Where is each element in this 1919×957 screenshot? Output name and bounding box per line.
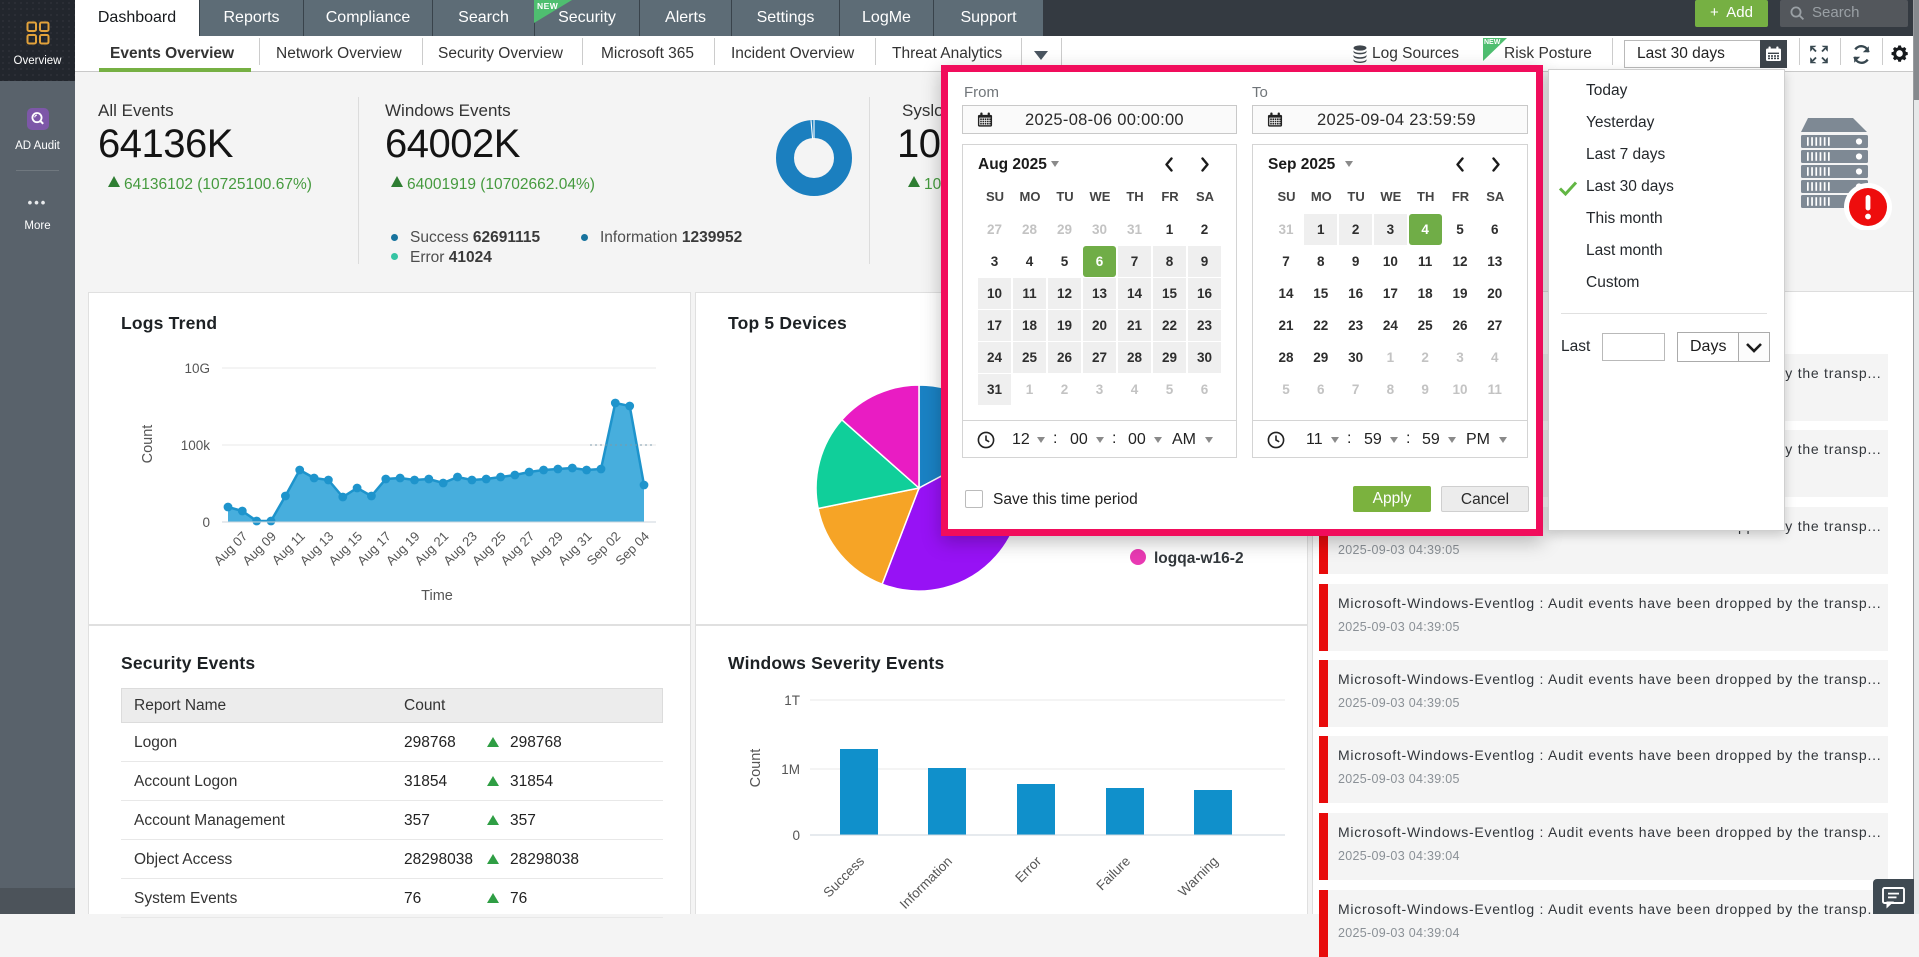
svg-text:Count: Count [140, 425, 156, 464]
svg-text:1M: 1M [781, 762, 800, 777]
svg-text:10G: 10G [184, 361, 210, 376]
svg-text:Information: Information [897, 854, 955, 912]
svg-text:Error: Error [1012, 853, 1044, 885]
svg-text:logqa-w16-2: logqa-w16-2 [1154, 550, 1244, 567]
svg-text:100k: 100k [181, 438, 211, 453]
svg-text:0: 0 [792, 828, 800, 843]
svg-text:0: 0 [202, 515, 210, 530]
svg-text:Count: Count [748, 749, 764, 788]
svg-text:Failure: Failure [1093, 854, 1133, 894]
svg-text:1T: 1T [784, 693, 800, 708]
svg-text:Success: Success [820, 853, 867, 900]
svg-text:Time: Time [421, 588, 453, 604]
svg-text:Warning: Warning [1175, 854, 1221, 900]
